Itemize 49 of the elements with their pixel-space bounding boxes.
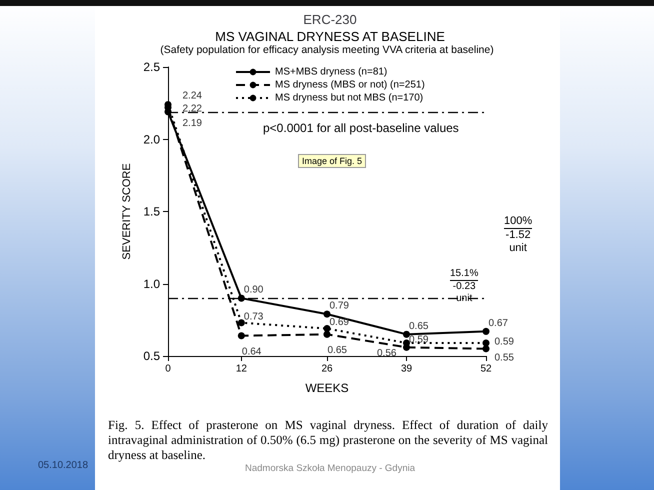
x-axis-title: WEEKS [305,381,349,395]
text: (Safety population for efficacy analysis meeting VVA criteria at baseline) [159,44,495,56]
data-label: 2.24 [182,90,202,102]
data-label: 0.73 [244,311,264,322]
data-label: 0.90 [244,284,264,296]
y-tick-label: 2.0 [143,132,160,146]
data-label: 0.69 [330,317,350,328]
chart-title: ERC-230 [303,12,357,27]
x-tick-label: 52 [480,364,492,374]
y-tick-label: 1.0 [143,276,160,291]
caption: Fig. 5. Effect of prasterone on MS vaginal dryness. Effect of duration of daily intravaginal administration of 0.50% (6.5 mg) prasterone on the severity of MS vaginal dryness at baseline. [108,418,548,463]
data-label: 0.67 [488,318,508,329]
point [482,345,490,352]
point [403,330,410,338]
x-tick-label: 26 [321,364,333,374]
data-label: 0.59 [409,334,429,346]
annotation: p<0.0001 for all post-baseline values [263,121,459,135]
data-label: 0.65 [328,344,348,356]
point [482,328,490,335]
data-label: 0.65 [409,320,429,332]
point [238,332,245,340]
data-label: 2.19 [182,118,202,129]
data-label: 2.22 [182,103,202,114]
y-tick-label: 1.5 [143,204,160,218]
text: 100% -1.52 unit [504,215,532,255]
data-label: 0.59 [494,336,514,348]
chart-subtitle: MS VAGINAL DRYNESS AT BASELINE [215,29,446,44]
y-tick-label: 2.5 [143,60,160,74]
point [238,319,245,326]
annotation: Image of Fig. 5 [302,156,362,166]
point [324,310,330,318]
text: Nadmorska Szkoła Menopauzy - Gdynia [245,463,416,474]
point [324,325,330,332]
x-tick-label: 12 [236,364,248,374]
data-label: 0.79 [330,300,350,312]
point [482,339,490,346]
legend-label: MS+MBS dryness (n=81) [275,66,388,78]
x-tick-label: 39 [400,364,412,374]
y-axis-title: SEVERITY SCORE [120,163,133,260]
text: 05.10.2018 [38,460,88,471]
point [403,339,410,346]
point [238,294,245,302]
point [324,330,330,338]
y-tick-label: 0.5 [143,349,160,363]
x-tick-label: 0 [165,364,172,374]
data-label: 0.55 [494,352,514,364]
legend-label: MS dryness but not MBS (n=170) [275,92,424,104]
data-label: 0.64 [242,346,262,358]
legend-label: MS dryness (MBS or not) (n=251) [275,80,425,90]
